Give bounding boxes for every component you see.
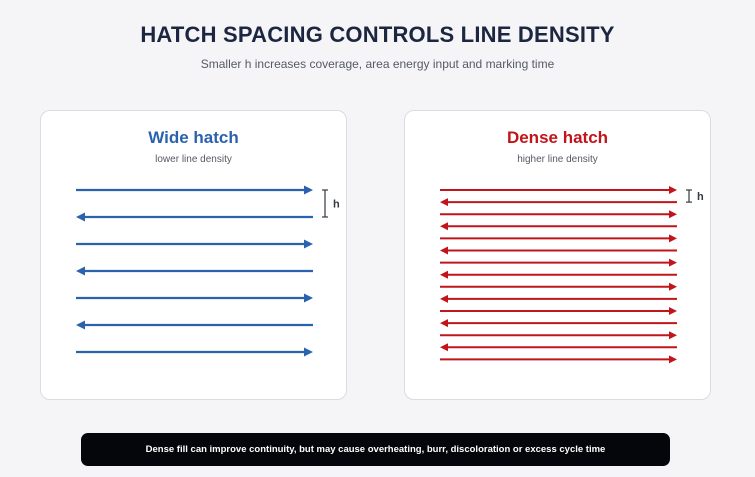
dense-hatch-arrowhead bbox=[440, 198, 448, 207]
wide-spacing-marker: h bbox=[322, 189, 340, 218]
wide-hatch-arrowhead bbox=[76, 320, 85, 330]
wide-hatch-line-3 bbox=[76, 239, 313, 249]
wide-hatch-diagram: h bbox=[76, 185, 340, 357]
dense-hatch-arrowhead bbox=[440, 222, 448, 231]
dense-hatch-arrowhead bbox=[669, 307, 677, 315]
wide-hatch-panel: Wide hatch lower line density h bbox=[40, 110, 347, 400]
dense-hatch-arrowhead bbox=[440, 343, 448, 352]
wide-hatch-line-1 bbox=[76, 185, 313, 195]
dense-hatch-panel: Dense hatch higher line density h bbox=[404, 110, 711, 400]
dense-hatch-line-5 bbox=[440, 234, 677, 243]
dense-hatch-arrowhead bbox=[669, 186, 677, 194]
dense-hatch-line-9 bbox=[440, 282, 677, 291]
dense-hatch-arrowhead bbox=[440, 270, 448, 279]
wide-hatch-line-7 bbox=[76, 347, 313, 357]
footer-note: Dense fill can improve continuity, but m… bbox=[81, 433, 670, 466]
dense-hatch-line-2 bbox=[440, 198, 677, 207]
dense-hatch-line-12 bbox=[440, 319, 677, 328]
dense-hatch-arrowhead bbox=[440, 294, 448, 303]
wide-hatch-line-6 bbox=[76, 320, 313, 330]
wide-hatch-arrowhead bbox=[304, 185, 313, 195]
wide-hatch-line-2 bbox=[76, 212, 313, 222]
wide-hatch-arrowhead bbox=[304, 347, 313, 357]
wide-spacing-label: h bbox=[333, 199, 340, 211]
dense-hatch-line-3 bbox=[440, 210, 677, 219]
wide-hatch-arrowhead bbox=[76, 266, 85, 276]
wide-hatch-arrowhead bbox=[304, 293, 313, 303]
dense-spacing-label: h bbox=[697, 191, 704, 203]
wide-hatch-arrowhead bbox=[304, 239, 313, 249]
diagram-title: HATCH SPACING CONTROLS LINE DENSITY bbox=[140, 22, 615, 47]
dense-hatch-arrowhead bbox=[669, 331, 677, 340]
dense-hatch-subtitle: higher line density bbox=[517, 154, 598, 165]
dense-hatch-arrowhead bbox=[669, 258, 677, 267]
dense-hatch-arrowhead bbox=[440, 319, 448, 328]
dense-hatch-line-13 bbox=[440, 331, 677, 340]
dense-hatch-diagram: h bbox=[440, 186, 704, 364]
dense-hatch-line-1 bbox=[440, 186, 677, 194]
dense-hatch-line-6 bbox=[440, 246, 677, 255]
dense-hatch-title: Dense hatch bbox=[506, 128, 609, 147]
dense-hatch-arrowhead bbox=[669, 234, 677, 243]
dense-hatch-line-4 bbox=[440, 222, 677, 231]
dense-hatch-arrowhead bbox=[669, 282, 677, 291]
dense-hatch-line-14 bbox=[440, 343, 677, 352]
wide-hatch-title: Wide hatch bbox=[148, 128, 239, 147]
dense-hatch-arrowhead bbox=[669, 355, 677, 364]
dense-hatch-line-8 bbox=[440, 270, 677, 279]
diagram-subtitle: Smaller h increases coverage, area energ… bbox=[200, 57, 555, 71]
wide-hatch-line-4 bbox=[76, 266, 313, 276]
dense-hatch-arrowhead bbox=[440, 246, 448, 255]
dense-hatch-arrowhead bbox=[669, 210, 677, 219]
dense-spacing-marker: h bbox=[686, 189, 704, 203]
dense-hatch-line-11 bbox=[440, 307, 677, 315]
dense-hatch-line-10 bbox=[440, 294, 677, 303]
wide-hatch-subtitle: lower line density bbox=[155, 154, 232, 165]
wide-hatch-line-5 bbox=[76, 293, 313, 303]
wide-hatch-arrowhead bbox=[76, 212, 85, 222]
dense-hatch-line-7 bbox=[440, 258, 677, 267]
dense-hatch-line-15 bbox=[440, 355, 677, 364]
